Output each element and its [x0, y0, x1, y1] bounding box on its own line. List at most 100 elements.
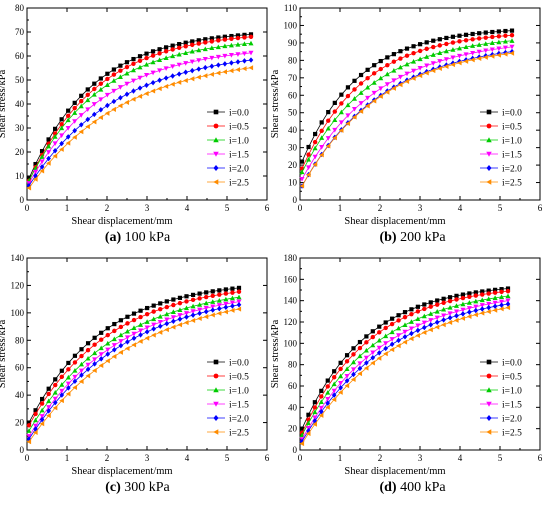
data-point	[229, 295, 235, 301]
data-point	[312, 154, 318, 160]
data-point	[345, 120, 351, 127]
legend-label: i=0.5	[502, 373, 522, 383]
x-tick-label: 3	[418, 453, 423, 463]
x-tick-label: 1	[338, 203, 343, 213]
data-point	[236, 294, 242, 300]
data-point	[98, 114, 103, 120]
data-point	[111, 78, 117, 83]
data-point	[124, 335, 130, 340]
data-point	[177, 295, 183, 300]
data-point	[144, 335, 150, 341]
y-tick-label: 70	[288, 73, 298, 83]
data-point	[131, 317, 137, 323]
data-point	[72, 110, 78, 115]
data-point	[217, 288, 222, 293]
data-point	[434, 324, 440, 330]
data-point	[189, 59, 195, 65]
data-point	[447, 305, 453, 310]
data-point	[157, 68, 163, 73]
data-point	[376, 337, 382, 343]
data-point	[72, 134, 77, 140]
data-point	[351, 96, 358, 101]
data-point	[46, 160, 51, 166]
data-point	[176, 79, 182, 85]
data-point	[33, 176, 38, 182]
data-point	[371, 80, 377, 85]
legend-label: i=2.0	[502, 165, 522, 175]
data-point	[197, 291, 202, 296]
data-point	[385, 55, 390, 60]
data-point	[92, 81, 97, 86]
data-point	[378, 58, 383, 64]
data-point	[39, 164, 45, 170]
data-point	[492, 300, 498, 306]
data-point	[177, 307, 183, 313]
data-point	[138, 328, 144, 334]
data-point	[397, 74, 403, 80]
data-point	[357, 353, 363, 359]
data-point	[215, 70, 221, 76]
data-point	[59, 388, 65, 394]
data-point	[492, 307, 498, 313]
data-point	[26, 439, 32, 445]
legend-label: i=0.5	[229, 123, 249, 133]
data-point	[421, 330, 427, 336]
caption-a-letter: (a)	[104, 230, 122, 245]
y-tick-label: 40	[288, 402, 298, 412]
data-point	[463, 38, 469, 43]
y-tick-label: 140	[284, 296, 298, 306]
legend-label: i=0.0	[502, 109, 522, 119]
data-point	[163, 75, 169, 81]
data-point	[299, 441, 305, 447]
data-point	[222, 37, 228, 42]
data-point	[313, 131, 318, 137]
data-point	[52, 141, 58, 146]
data-point	[171, 318, 176, 325]
data-point	[490, 34, 495, 40]
data-point	[396, 343, 401, 349]
legend-marker	[486, 429, 492, 435]
data-point	[299, 176, 305, 182]
data-point	[509, 50, 515, 56]
data-point	[171, 302, 176, 308]
data-point	[319, 152, 324, 158]
data-point	[150, 49, 156, 54]
x-tick-label: 4	[185, 453, 190, 463]
x-tick-label: 0	[298, 203, 303, 213]
legend-label: i=2.5	[229, 429, 249, 439]
data-point	[157, 329, 163, 335]
data-point	[460, 292, 466, 297]
legend-label: i=1.0	[229, 137, 249, 147]
data-point	[312, 421, 317, 427]
legend-label: i=0.0	[229, 359, 249, 369]
data-point	[183, 50, 189, 55]
data-point	[502, 51, 508, 57]
data-point	[430, 52, 436, 57]
data-point	[332, 135, 337, 141]
data-point	[230, 286, 235, 291]
data-point	[318, 399, 324, 405]
data-point	[241, 41, 247, 46]
data-point	[428, 300, 433, 305]
data-point	[39, 414, 45, 419]
data-point	[78, 361, 85, 367]
data-point	[223, 291, 229, 296]
data-point	[331, 381, 337, 387]
data-point	[441, 322, 446, 328]
data-point	[318, 405, 324, 411]
data-point	[209, 55, 215, 61]
data-point	[377, 330, 382, 335]
data-point	[216, 310, 222, 316]
data-point	[78, 368, 85, 374]
data-point	[105, 340, 111, 346]
data-point	[443, 57, 449, 62]
data-point	[248, 32, 254, 37]
data-point	[33, 429, 38, 436]
data-point	[437, 37, 442, 42]
legend-marker	[213, 109, 219, 115]
x-tick-label: 3	[418, 203, 423, 213]
data-point	[383, 333, 389, 339]
y-tick-label: 20	[288, 160, 298, 170]
data-point	[216, 297, 222, 303]
